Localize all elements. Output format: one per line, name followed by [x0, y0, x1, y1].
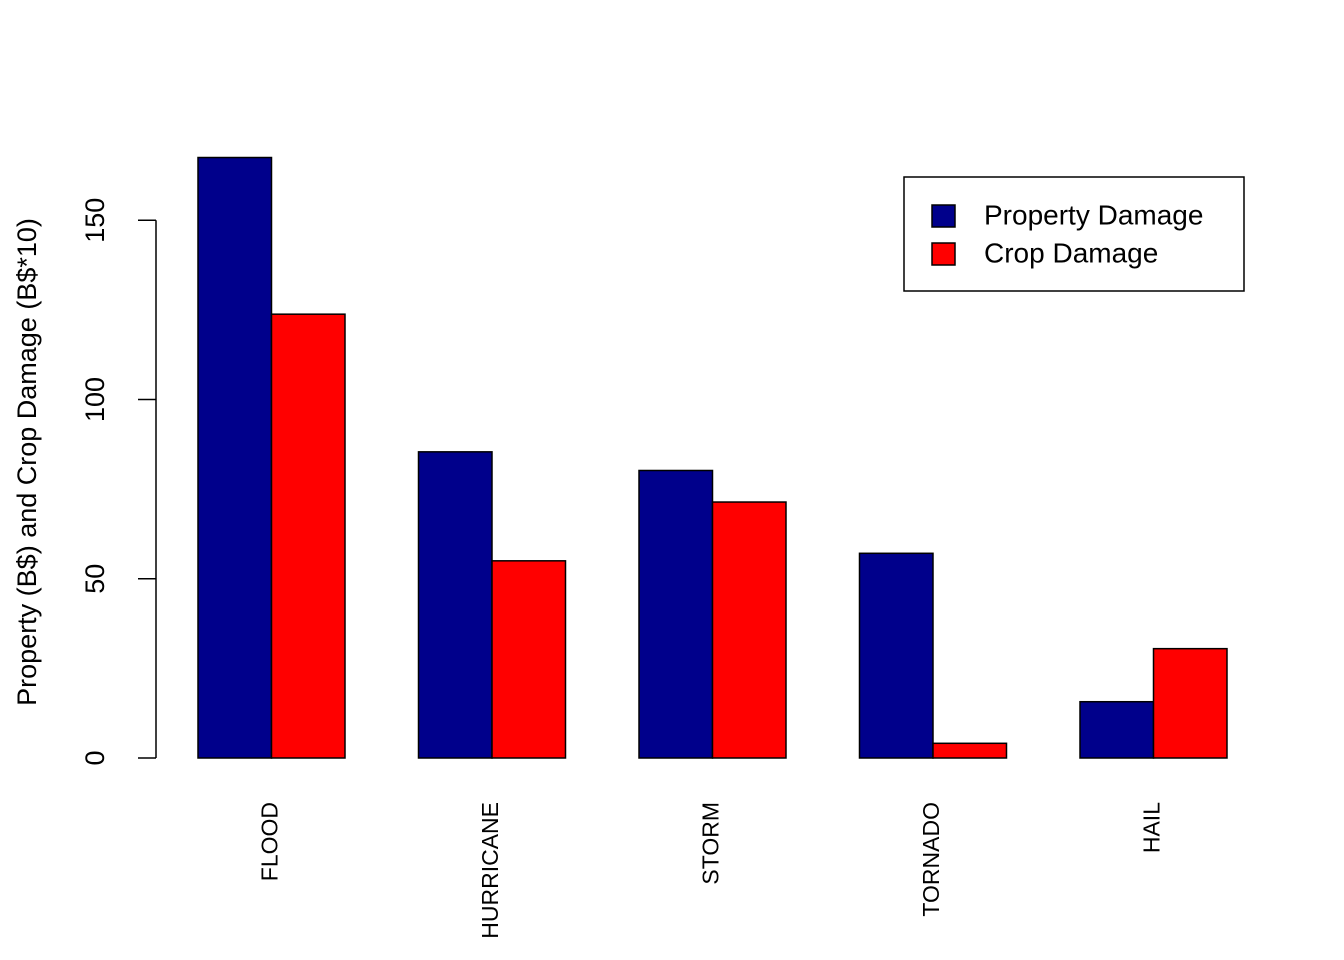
category-label: TORNADO: [918, 802, 944, 917]
category-labels: FLOOD HURRICANE STORM TORNADO HAIL: [257, 802, 1165, 939]
bar-property-damage: [638, 469, 714, 759]
y-tick-label: 150: [80, 198, 110, 243]
bar-crop-damage: [711, 501, 787, 759]
y-tick-label: 0: [80, 750, 110, 765]
y-axis: 0 50 100 150: [80, 198, 157, 766]
category-label: FLOOD: [257, 802, 283, 881]
legend: Property Damage Crop Damage: [903, 176, 1245, 292]
category-label: HAIL: [1139, 802, 1165, 853]
y-tick-label: 100: [80, 377, 110, 422]
legend-box: [903, 176, 1245, 292]
category-label: HURRICANE: [477, 802, 503, 939]
legend-swatch: [931, 242, 956, 266]
bars: [197, 156, 1228, 759]
bar-property-damage: [858, 552, 934, 759]
bar-crop-damage: [270, 313, 346, 759]
legend-label: Crop Damage: [984, 237, 1158, 268]
legend-label: Property Damage: [984, 199, 1203, 230]
y-axis-label: Property (B$) and Crop Damage (B$*10): [12, 218, 42, 706]
bar-property-damage: [417, 451, 493, 759]
bar-crop-damage: [932, 742, 1008, 759]
category-label: STORM: [698, 802, 724, 885]
bar-crop-damage: [1152, 647, 1228, 759]
bar-property-damage: [197, 156, 273, 759]
y-tick-label: 50: [80, 564, 110, 594]
bar-property-damage: [1079, 700, 1155, 759]
bar-crop-damage: [491, 560, 567, 759]
legend-swatch: [931, 204, 956, 228]
